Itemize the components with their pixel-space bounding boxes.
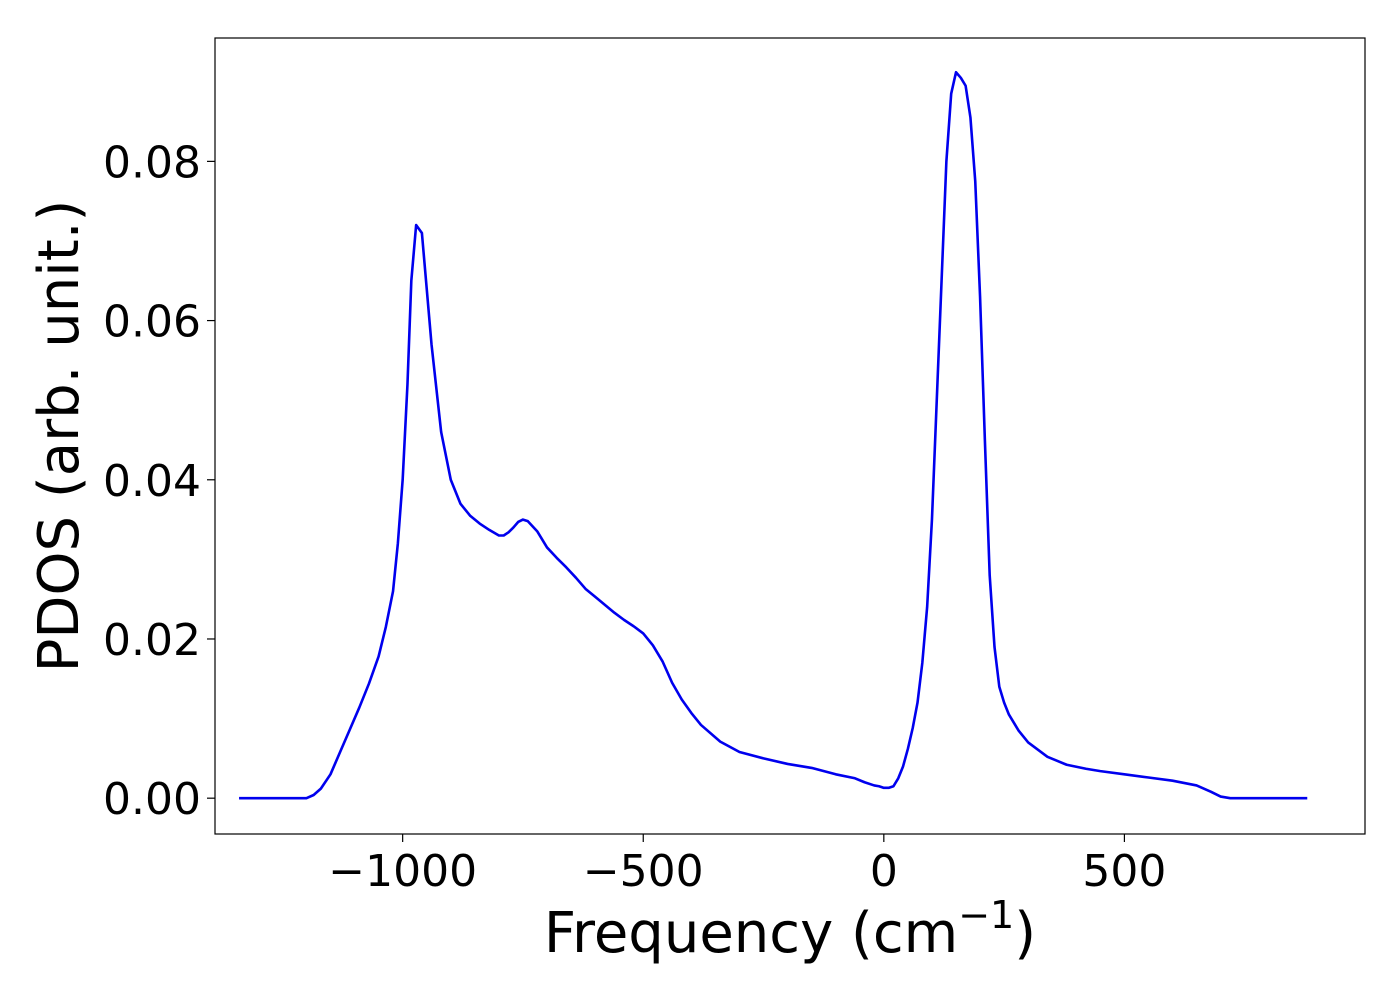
y-tick-label: 0.06 — [103, 297, 201, 348]
series-line-0 — [239, 70, 1308, 800]
x-axis-label-close: ) — [1014, 901, 1036, 966]
x-axis-ticks: −1000 −500 0 500 — [328, 834, 1166, 897]
x-axis-label: Frequency (cm−1) — [544, 893, 1036, 966]
x-tick-label: −500 — [583, 846, 704, 897]
y-tick-label: 0.04 — [103, 456, 201, 507]
y-axis-label: PDOS (arb. unit.) — [27, 200, 92, 673]
y-tick-label: 0.02 — [103, 615, 201, 666]
y-axis-ticks: 0.00 0.02 0.04 0.06 0.08 — [103, 137, 215, 825]
series-layer — [239, 70, 1308, 800]
x-tick-label: 500 — [1082, 846, 1166, 897]
x-axis-label-text: Frequency (cm — [544, 901, 958, 966]
x-axis-label-superscript: −1 — [958, 893, 1014, 937]
y-tick-label: 0.00 — [103, 774, 201, 825]
x-tick-label: −1000 — [328, 846, 477, 897]
y-tick-label: 0.08 — [103, 137, 201, 188]
x-tick-label: 0 — [870, 846, 898, 897]
plot-area-frame — [214, 37, 1366, 835]
